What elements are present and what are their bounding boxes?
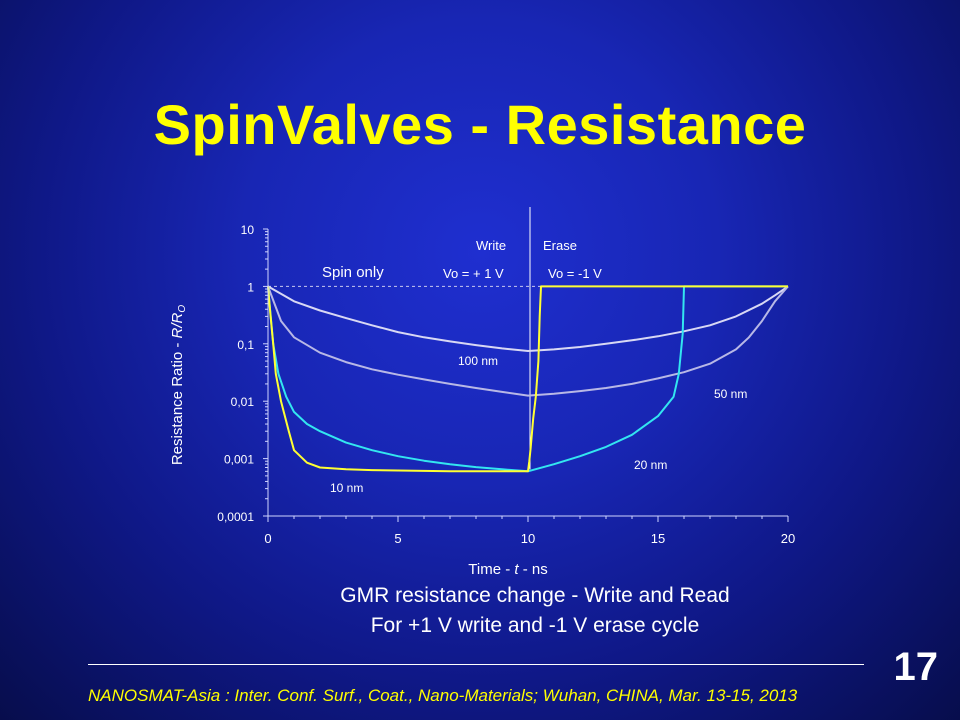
series-layer [267,285,789,473]
x-ticks: 0 5 10 15 20 [264,516,795,546]
slide-title: SpinValves - Resistance [153,93,807,156]
series-100nm [267,285,789,352]
annotation-spin-only: Spin only [322,264,384,281]
footer-citation: NANOSMAT-Asia : Inter. Conf. Surf., Coat… [88,686,798,705]
y-tick-label: 0,01 [231,395,255,409]
axes: 0,0001 0,001 0,01 0,1 1 10 0 5 10 15 20 [217,223,795,546]
page-number: 17 [893,645,939,689]
footer-divider [88,664,864,665]
annotation-write-voltage: Vo = + 1 V [443,266,504,281]
y-ticks: 0,0001 0,001 0,01 0,1 1 10 [217,223,268,524]
x-tick-label: 5 [394,531,401,546]
plot-area [267,207,789,473]
label-50nm: 50 nm [714,387,747,401]
annotation-write: Write [476,238,506,253]
y-tick-label: 0,0001 [217,510,254,524]
x-tick-label: 0 [264,531,271,546]
y-tick-label: 10 [241,223,255,237]
label-10nm: 10 nm [330,481,363,495]
caption-line-2: For +1 V write and -1 V erase cycle [370,614,700,637]
y-tick-label: 0,001 [224,453,254,467]
x-axis-label: Time - t - ns [468,561,547,578]
resistance-chart: 0,0001 0,001 0,01 0,1 1 10 0 5 10 15 20 Time - t … [169,207,795,578]
x-tick-label: 15 [651,531,665,546]
series-10nm [267,285,788,473]
label-100nm: 100 nm [458,354,498,368]
caption-line-1: GMR resistance change - Write and Read [340,584,730,607]
annotation-erase-voltage: Vo = -1 V [548,266,602,281]
x-tick-label: 10 [521,531,535,546]
annotation-erase: Erase [543,238,577,253]
label-20nm: 20 nm [634,458,667,472]
y-tick-label: 0,1 [237,338,254,352]
x-tick-label: 20 [781,531,795,546]
series-20nm [267,285,788,473]
series-50nm [267,285,789,397]
y-axis-label: Resistance Ratio - R/RO [169,305,188,466]
y-tick-label: 1 [247,280,254,294]
